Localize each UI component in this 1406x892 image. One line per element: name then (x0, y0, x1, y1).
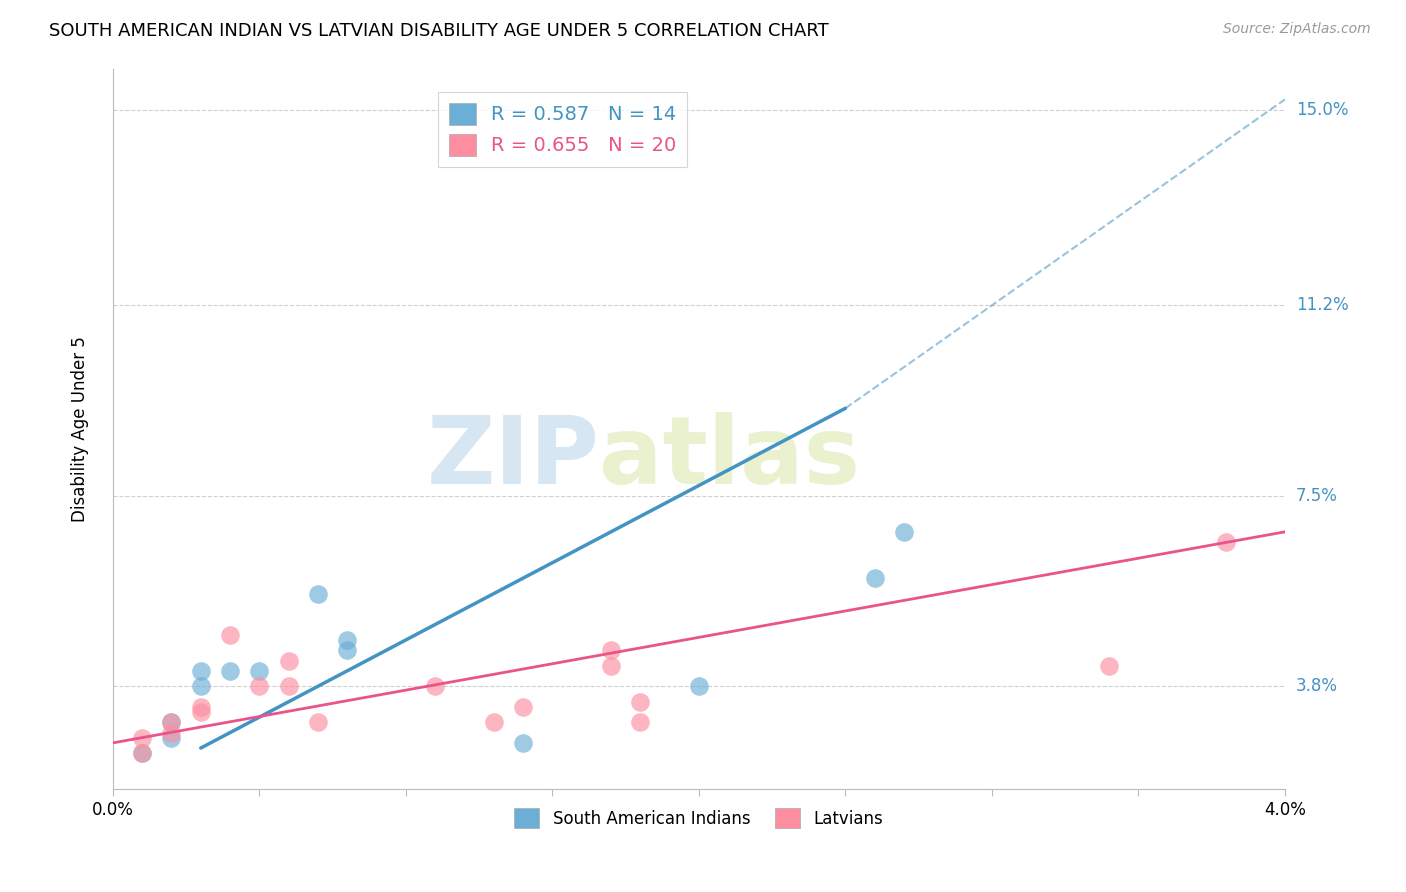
Point (336, 643, 359, 657)
Point (219, 628, 242, 642)
Point (131, 731, 153, 745)
Text: ZIP: ZIP (426, 412, 599, 504)
Point (160, 725, 183, 739)
Text: SOUTH AMERICAN INDIAN VS LATVIAN DISABILITY AGE UNDER 5 CORRELATION CHART: SOUTH AMERICAN INDIAN VS LATVIAN DISABIL… (49, 22, 830, 40)
Point (131, 746, 153, 760)
Point (893, 524, 915, 539)
Legend: South American Indians, Latvians: South American Indians, Latvians (508, 801, 890, 835)
Point (277, 653, 299, 667)
Point (863, 571, 886, 585)
Point (307, 715, 329, 730)
Text: Source: ZipAtlas.com: Source: ZipAtlas.com (1223, 22, 1371, 37)
Text: 3.8%: 3.8% (1296, 677, 1339, 695)
Point (190, 699, 212, 714)
Point (512, 699, 534, 714)
Point (688, 679, 710, 693)
Point (160, 715, 183, 730)
Text: atlas: atlas (599, 412, 860, 504)
Point (512, 736, 534, 750)
Y-axis label: Disability Age Under 5: Disability Age Under 5 (72, 336, 89, 522)
Point (1098, 658, 1121, 673)
Point (247, 679, 270, 693)
Point (160, 715, 183, 730)
Point (628, 695, 651, 709)
Point (131, 746, 153, 760)
Point (190, 679, 212, 693)
Text: 7.5%: 7.5% (1296, 487, 1339, 505)
Text: 11.2%: 11.2% (1296, 296, 1348, 314)
Point (190, 705, 212, 719)
Point (219, 664, 242, 678)
Point (628, 715, 651, 730)
Point (277, 679, 299, 693)
Point (190, 664, 212, 678)
Point (247, 664, 270, 678)
Point (307, 586, 329, 600)
Point (425, 679, 447, 693)
Point (160, 731, 183, 745)
Point (482, 715, 505, 730)
Point (600, 643, 623, 657)
Point (336, 632, 359, 647)
Text: 15.0%: 15.0% (1296, 101, 1348, 119)
Point (600, 658, 623, 673)
Point (1215, 535, 1237, 549)
